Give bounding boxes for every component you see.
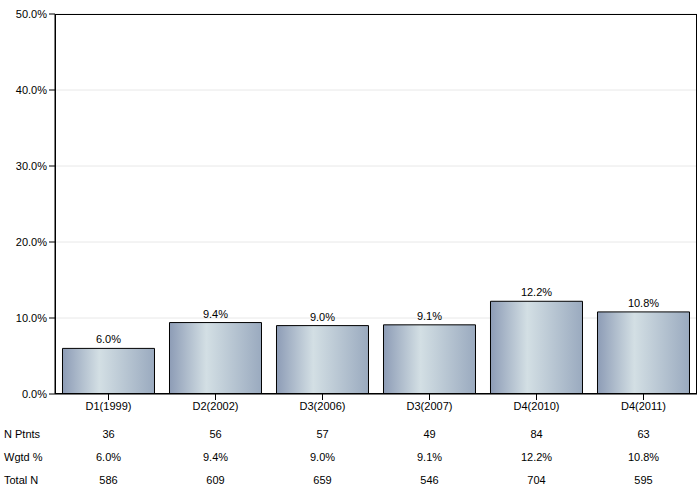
html-text:586: 586: [99, 474, 118, 486]
html-text:N Ptnts: N Ptnts: [4, 428, 41, 440]
svg-text:12.2%: 12.2%: [521, 286, 552, 298]
svg-text:6.0%: 6.0%: [96, 333, 121, 345]
html-text:9.0%: 9.0%: [310, 451, 335, 463]
svg-text:40.0%: 40.0%: [16, 84, 47, 96]
svg-text:20.0%: 20.0%: [16, 236, 47, 248]
svg-text:D4(2011): D4(2011): [621, 400, 666, 412]
svg-text:0.0%: 0.0%: [22, 388, 47, 400]
html-text:546: 546: [420, 474, 439, 486]
html-text:84: 84: [530, 428, 543, 440]
svg-text:9.1%: 9.1%: [417, 310, 442, 322]
html-text:57: 57: [316, 428, 329, 440]
html-text:6.0%: 6.0%: [96, 451, 121, 463]
html-text:595: 595: [634, 474, 653, 486]
svg-text:9.4%: 9.4%: [203, 308, 228, 320]
html-text:63: 63: [637, 428, 650, 440]
svg-text:D4(2010): D4(2010): [514, 400, 560, 412]
svg-text:30.0%: 30.0%: [16, 160, 47, 172]
html-text:9.4%: 9.4%: [203, 451, 228, 463]
svg-text:10.0%: 10.0%: [16, 312, 47, 324]
svg-text:D3(2007): D3(2007): [407, 400, 453, 412]
html-text:10.8%: 10.8%: [627, 451, 660, 463]
svg-text:D1(1999): D1(1999): [86, 400, 132, 412]
html-text:609: 609: [206, 474, 225, 486]
html-text:9.1%: 9.1%: [417, 451, 442, 463]
svg-text:10.8%: 10.8%: [628, 297, 659, 309]
svg-text:D3(2006): D3(2006): [300, 400, 346, 412]
html-text:704: 704: [527, 474, 546, 486]
html-text:Total N: Total N: [4, 474, 39, 486]
html-text:659: 659: [313, 474, 332, 486]
html-text:49: 49: [423, 428, 436, 440]
svg-text:9.0%: 9.0%: [310, 311, 335, 323]
html-text:Wgtd %: Wgtd %: [4, 451, 43, 463]
svg-text:50.0%: 50.0%: [16, 8, 47, 20]
html-text:12.2%: 12.2%: [520, 451, 553, 463]
html-text:56: 56: [209, 428, 222, 440]
html-text:36: 36: [102, 428, 115, 440]
svg-text:D2(2002): D2(2002): [193, 400, 239, 412]
